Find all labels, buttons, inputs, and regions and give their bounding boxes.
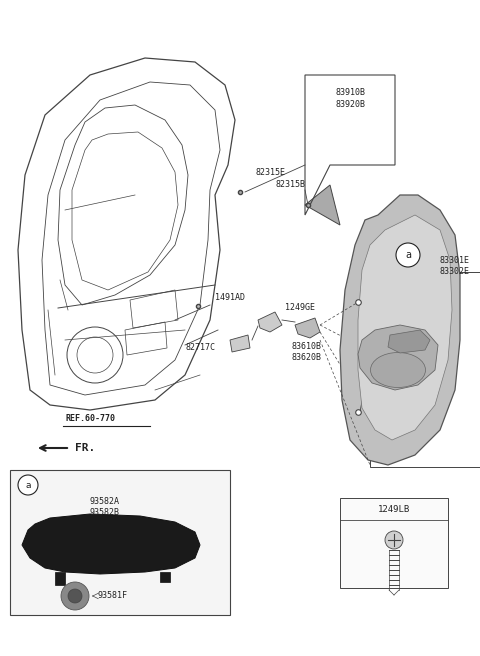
Text: 1249GE: 1249GE [285,304,315,312]
Bar [10,470,230,615]
Text: 1491AD: 1491AD [215,293,245,302]
Text: a: a [405,250,411,260]
Polygon shape [230,335,250,352]
Polygon shape [55,572,65,585]
Text: 83920B: 83920B [335,100,365,109]
Text: 83301E: 83301E [440,256,470,265]
Text: 93582B: 93582B [90,508,120,517]
Text: 1249LB: 1249LB [378,504,410,514]
Ellipse shape [371,352,425,388]
Circle shape [61,582,89,610]
Polygon shape [340,195,460,465]
Text: 82315A: 82315A [374,335,404,344]
Bar [340,498,448,588]
Text: 82315B: 82315B [372,352,402,361]
Polygon shape [388,330,430,353]
Polygon shape [358,325,438,390]
Text: FR.: FR. [75,443,95,453]
Polygon shape [22,514,200,574]
Polygon shape [258,312,282,332]
Polygon shape [358,215,452,440]
Text: 82315E: 82315E [255,168,285,177]
Circle shape [385,531,403,549]
Polygon shape [160,572,170,582]
Circle shape [18,475,38,495]
Text: 82717C: 82717C [185,344,215,352]
Text: 82315B: 82315B [275,180,305,189]
Text: 83910B: 83910B [335,88,365,97]
Circle shape [396,243,420,267]
Polygon shape [295,318,320,338]
Text: 83610B: 83610B [292,342,322,351]
Text: a: a [25,480,31,489]
Text: 83620B: 83620B [292,353,322,362]
Text: 93582A: 93582A [90,497,120,506]
Text: REF.60-770: REF.60-770 [65,414,115,423]
Bar [370,272,480,467]
Text: 93581F: 93581F [98,592,128,600]
Circle shape [68,589,82,603]
Polygon shape [305,185,340,225]
Text: 83302E: 83302E [440,267,470,276]
